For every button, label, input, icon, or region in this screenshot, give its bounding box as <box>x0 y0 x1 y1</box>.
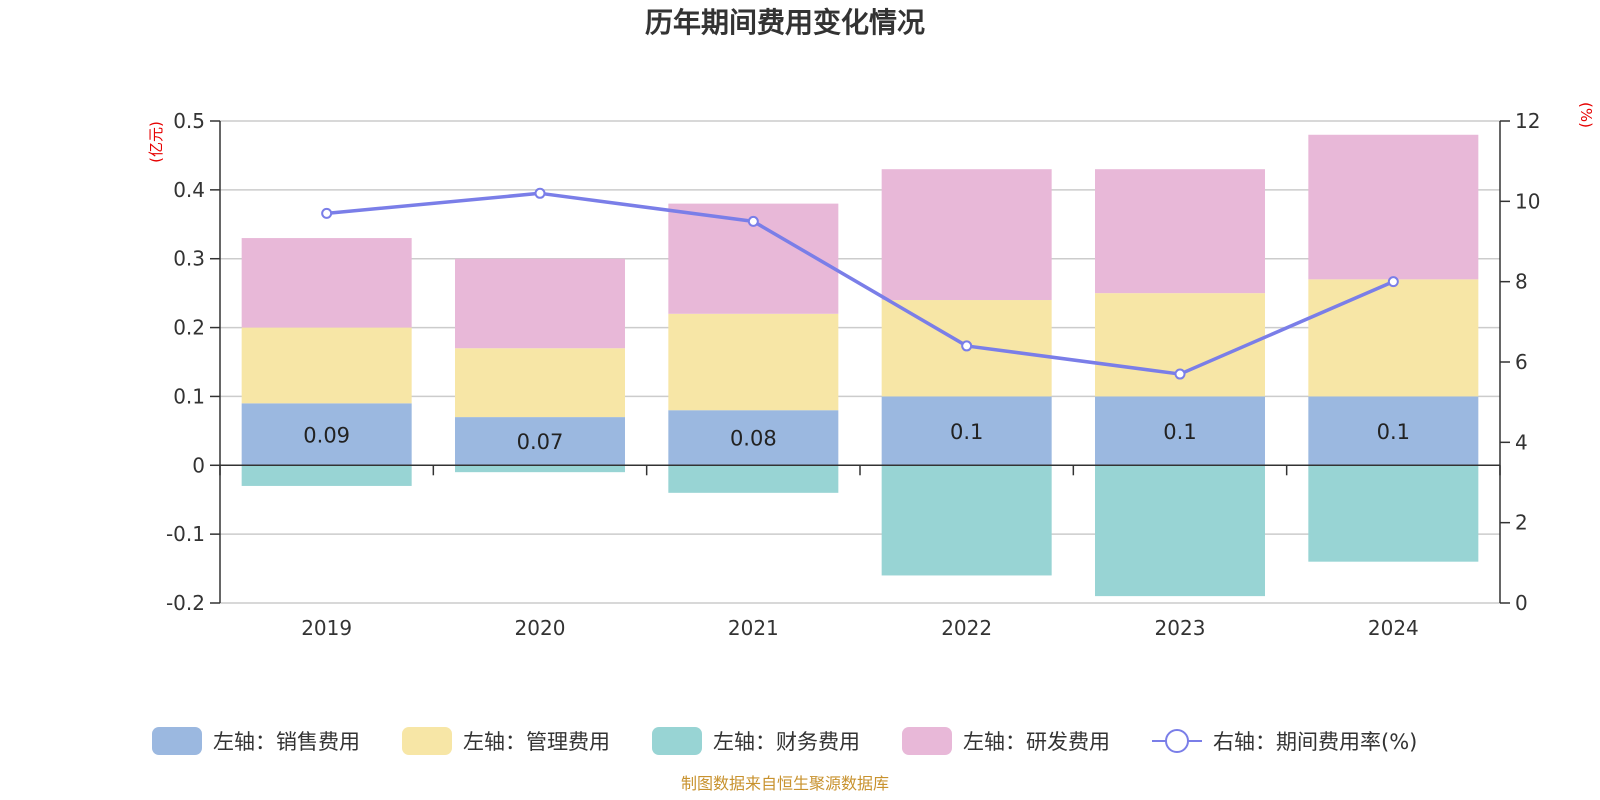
bar-segment <box>1095 396 1265 466</box>
rate-point <box>1387 276 1399 288</box>
legend-label: 左轴：销售费用 <box>213 730 360 754</box>
right-axis-tick-label: 8 <box>1515 270 1528 294</box>
legend-swatch <box>902 727 952 755</box>
left-axis-tick-label: 0 <box>192 453 205 477</box>
bar-segment <box>1095 293 1265 397</box>
bar-segment <box>1308 396 1479 466</box>
x-axis-tick-label: 2023 <box>1155 616 1206 640</box>
legend-label: 左轴：研发费用 <box>963 730 1110 754</box>
right-axis-tick-label: 0 <box>1515 591 1528 615</box>
legend-swatch <box>652 727 702 755</box>
left-axis-tick-label: 0.4 <box>173 178 205 202</box>
bar-data-label: 0.1 <box>950 420 983 444</box>
legend-label: 右轴：期间费用率(%) <box>1213 730 1417 754</box>
right-axis-unit: (%) <box>1577 102 1595 128</box>
right-axis-tick-label: 6 <box>1515 350 1528 374</box>
bar-segment <box>668 313 839 411</box>
bar-data-label: 0.1 <box>1377 420 1410 444</box>
left-axis-tick-label: 0.3 <box>173 247 205 271</box>
left-axis-tick-label: 0.1 <box>173 384 205 408</box>
legend: 左轴：销售费用 左轴：管理费用 左轴：财务费用 左轴：研发费用 右轴：期间费用率(%) <box>152 727 1417 755</box>
bar-segment <box>241 403 412 466</box>
legend-label: 左轴：财务费用 <box>713 730 860 754</box>
bar-segment <box>241 238 412 328</box>
bar-segment <box>881 465 1052 576</box>
left-axis-tick-label: -0.2 <box>166 591 205 615</box>
source-note: 制图数据来自恒生聚源数据库 <box>681 774 889 793</box>
legend-line-marker <box>1165 729 1189 753</box>
bar-segment <box>668 410 839 466</box>
bar-segment <box>455 417 625 466</box>
x-axis-tick-label: 2019 <box>301 616 352 640</box>
bar-segment <box>1095 465 1265 597</box>
bar-segment <box>241 465 412 486</box>
x-axis-tick-label: 2022 <box>941 616 992 640</box>
rate-line <box>326 191 1395 376</box>
bar-data-label: 0.1 <box>1163 420 1196 444</box>
bar-segment <box>881 169 1052 301</box>
bar-segment <box>455 465 625 473</box>
bar-segment <box>455 348 625 418</box>
right-axis-tick-label: 10 <box>1515 189 1540 213</box>
bar-segment <box>1308 465 1479 562</box>
bar-segment <box>1308 279 1479 397</box>
x-axis-tick-label: 2024 <box>1368 616 1419 640</box>
legend-swatch <box>402 727 452 755</box>
rate-point <box>321 207 333 219</box>
legend-swatch <box>152 727 202 755</box>
left-axis-tick-label: 0.5 <box>173 109 205 133</box>
right-axis-tick-label: 4 <box>1515 430 1528 454</box>
rate-point <box>1174 368 1186 380</box>
bar-segment <box>668 465 839 493</box>
left-axis-tick-label: 0.2 <box>173 316 205 340</box>
right-axis-tick-label: 12 <box>1515 109 1540 133</box>
bar-data-label: 0.08 <box>730 427 777 451</box>
rate-point <box>534 187 546 199</box>
bar-segment <box>1308 134 1479 280</box>
rate-point <box>961 340 973 352</box>
x-axis-tick-label: 2020 <box>515 616 566 640</box>
left-axis-unit: (亿元) <box>147 121 165 163</box>
rate-point <box>747 215 759 227</box>
bar-segment <box>1095 169 1265 294</box>
chart-title: 历年期间费用变化情况 <box>645 6 925 39</box>
x-axis-tick-label: 2021 <box>728 616 779 640</box>
plot-area: 0.5 0.4 0.3 0.2 0.1 0 -0.1 -0.2 12 10 8 6 4 2 0 0.09 0.0… <box>166 109 1540 640</box>
legend-label: 左轴：管理费用 <box>463 730 610 754</box>
left-axis-tick-label: -0.1 <box>166 522 205 546</box>
right-axis-tick-label: 2 <box>1515 511 1528 535</box>
bar-segment <box>881 396 1052 466</box>
bar-data-label: 0.09 <box>303 423 350 447</box>
bar-data-label: 0.07 <box>517 430 564 454</box>
bar-segment <box>241 327 412 404</box>
bar-segment <box>455 258 625 349</box>
